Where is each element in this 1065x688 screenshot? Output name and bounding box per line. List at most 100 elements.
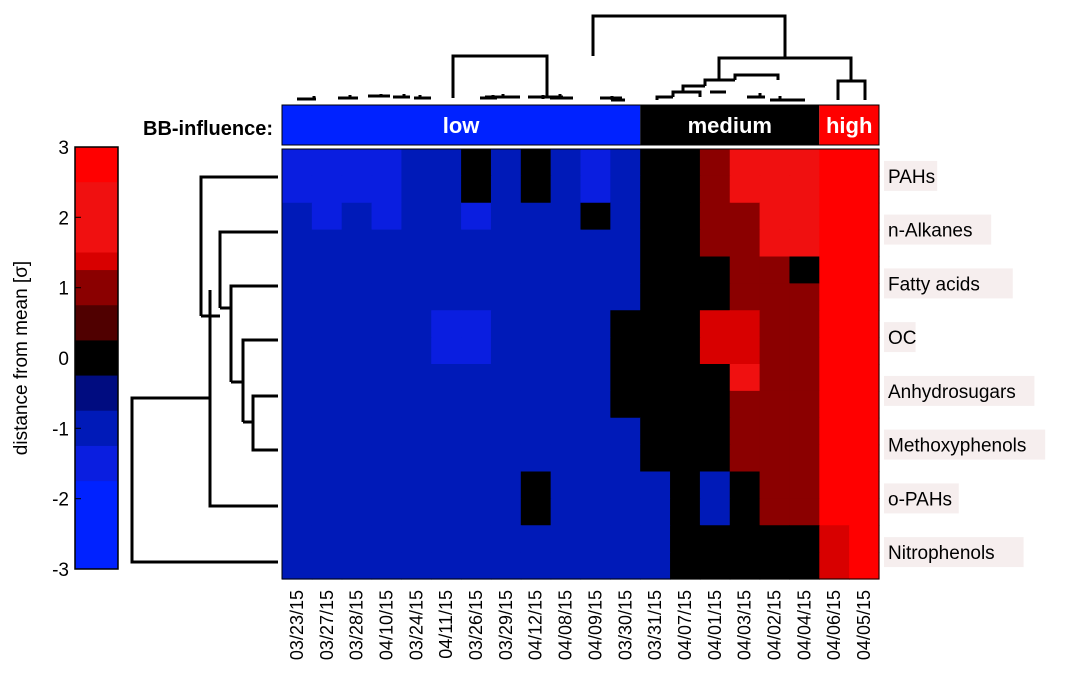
heatmap-cell [729, 552, 761, 580]
heatmap-cell [371, 310, 402, 338]
row-label: Nitrophenols [888, 543, 995, 564]
heatmap-cell [341, 256, 373, 284]
heatmap-cell [401, 471, 432, 499]
heatmap-cell [461, 310, 492, 338]
heatmap-cell [401, 552, 432, 580]
heatmap-cell [431, 444, 462, 473]
row-dendrogram [130, 175, 278, 564]
heatmap-cell [789, 525, 820, 553]
colorbar-ticks: 3 2 1 0 -1 -2 -3 [52, 138, 81, 581]
heatmap-cell [311, 283, 343, 311]
heatmap-cell [819, 310, 850, 338]
heatmap-cell [699, 417, 731, 446]
heatmap-cell [759, 149, 791, 177]
heatmap-cell [461, 364, 492, 392]
heatmap-cell [282, 175, 313, 204]
heatmap-cell [849, 390, 880, 419]
heatmap-cell [550, 444, 582, 473]
heatmap-cell [311, 337, 343, 365]
heatmap-cell [699, 229, 731, 258]
heatmap-cell [729, 390, 761, 419]
heatmap-cell [520, 337, 552, 365]
row-dendrogram-branch [199, 175, 278, 316]
heatmap-cell [610, 310, 641, 338]
heatmap-cell [461, 175, 492, 204]
heatmap-cell [490, 256, 522, 284]
column-dendrogram-branch [297, 94, 625, 102]
heatmap-cell [640, 364, 671, 392]
heatmap-cell [401, 283, 432, 311]
group-title: BB-influence: [143, 118, 273, 140]
heatmap-cell [640, 229, 671, 258]
heatmap-cell [401, 525, 432, 553]
heatmap-cell [550, 390, 582, 419]
column-label: 04/07/15 [675, 590, 695, 660]
heatmap-cell [550, 417, 582, 446]
heatmap-cell [461, 390, 492, 419]
heatmap-cell [670, 552, 701, 580]
heatmap-cell [729, 256, 761, 284]
heatmap-cell [849, 471, 880, 499]
row-label-background [884, 429, 1046, 460]
heatmap-cell [520, 417, 552, 446]
row-label: o-PAHs [888, 489, 952, 510]
heatmap-cell [371, 552, 402, 580]
heatmap-cell [341, 471, 373, 499]
heatmap-cell [580, 444, 611, 473]
heatmap-cell [461, 552, 492, 580]
heatmap-cell [580, 471, 611, 499]
column-label: 04/09/15 [585, 590, 605, 660]
heatmap-cell [759, 337, 791, 365]
heatmap-cell [610, 175, 641, 204]
heatmap-cell [550, 471, 582, 499]
heatmap-cell [311, 444, 343, 473]
heatmap-cell [670, 417, 701, 446]
column-label: 04/05/15 [854, 590, 874, 660]
heatmap-cell [789, 202, 820, 231]
heatmap-cell [670, 364, 701, 392]
heatmap-cell [640, 337, 671, 365]
colorbar-tick-label: -1 [52, 419, 69, 440]
column-label: 03/27/15 [317, 590, 337, 660]
heatmap-cell [849, 552, 880, 580]
heatmap-cell [640, 149, 671, 177]
heatmap-cell [282, 364, 313, 392]
heatmap-cell [401, 149, 432, 177]
heatmap-cell [520, 444, 552, 473]
heatmap-cell [610, 525, 641, 553]
heatmap-cell [610, 149, 641, 177]
heatmap-cell [490, 149, 522, 177]
heatmap-cell [282, 337, 313, 365]
heatmap-cell [670, 283, 701, 311]
row-label-background [884, 322, 916, 353]
heatmap-cell [729, 202, 761, 231]
heatmap-cell [610, 552, 641, 580]
heatmap-cell [849, 256, 880, 284]
heatmap-cell [640, 471, 671, 499]
heatmap-cell [341, 202, 373, 231]
heatmap-cell [789, 175, 820, 204]
heatmap-cell [520, 229, 552, 258]
heatmap-cell [431, 417, 462, 446]
heatmap-cell [311, 552, 343, 580]
heatmap-cell [819, 283, 850, 311]
heatmap-cell [699, 498, 731, 526]
heatmap-cell [699, 175, 731, 204]
heatmap-cell [699, 149, 731, 177]
heatmap-cell [670, 256, 701, 284]
group-segment [640, 105, 820, 145]
heatmap-cell [341, 552, 373, 580]
column-label: 04/01/15 [705, 590, 725, 660]
heatmap-cell [849, 149, 880, 177]
heatmap-cell [371, 471, 402, 499]
heatmap-cell [282, 417, 313, 446]
heatmap-cell [759, 417, 791, 446]
row-label: OC [888, 328, 917, 349]
heatmap-cell [670, 202, 701, 231]
heatmap-cell [819, 229, 850, 258]
heatmap-cell [311, 175, 343, 204]
heatmap-cell [759, 444, 791, 473]
colorbar-segment [75, 182, 118, 253]
colorbar-segment [75, 147, 118, 183]
